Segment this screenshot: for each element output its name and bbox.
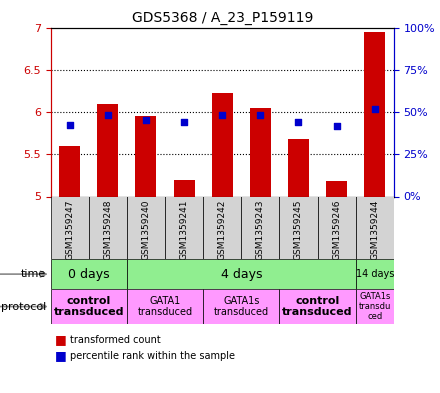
Bar — [97, 104, 118, 196]
Bar — [127, 196, 165, 259]
Bar — [51, 289, 127, 324]
Text: 14 days: 14 days — [356, 269, 394, 279]
Bar — [288, 139, 309, 196]
Text: control
transduced: control transduced — [54, 296, 124, 317]
Bar — [165, 196, 203, 259]
Bar — [203, 196, 241, 259]
Text: percentile rank within the sample: percentile rank within the sample — [70, 351, 235, 361]
Text: GSM1359240: GSM1359240 — [141, 200, 150, 260]
Text: GSM1359247: GSM1359247 — [65, 200, 74, 260]
Point — [143, 117, 150, 123]
Bar — [356, 196, 394, 259]
Text: protocol: protocol — [1, 301, 46, 312]
Bar — [364, 32, 385, 196]
Bar — [241, 196, 279, 259]
Point — [371, 107, 378, 113]
Text: GSM1359248: GSM1359248 — [103, 200, 112, 260]
Bar — [127, 259, 356, 289]
Bar — [51, 259, 127, 289]
Bar — [59, 146, 80, 196]
Text: GSM1359244: GSM1359244 — [370, 200, 379, 260]
Text: transformed count: transformed count — [70, 335, 161, 345]
Text: GSM1359243: GSM1359243 — [256, 200, 265, 260]
Text: 0 days: 0 days — [68, 268, 110, 281]
Title: GDS5368 / A_23_P159119: GDS5368 / A_23_P159119 — [132, 11, 313, 25]
Point — [104, 111, 111, 118]
Text: GATA1s
transduced: GATA1s transduced — [214, 296, 269, 317]
Text: ■: ■ — [55, 333, 67, 347]
Bar — [356, 289, 394, 324]
Text: GSM1359246: GSM1359246 — [332, 200, 341, 260]
Bar — [136, 116, 157, 196]
Bar — [326, 181, 347, 196]
Bar — [318, 196, 356, 259]
Point — [180, 119, 187, 125]
Bar — [203, 289, 279, 324]
Point — [219, 111, 226, 118]
Point — [333, 123, 340, 130]
Point — [295, 119, 302, 125]
Text: GATA1s
transdu
ced: GATA1s transdu ced — [359, 292, 391, 321]
Bar — [250, 108, 271, 196]
Text: 4 days: 4 days — [220, 268, 262, 281]
Bar — [89, 196, 127, 259]
Text: GATA1
transduced: GATA1 transduced — [137, 296, 193, 317]
Text: control
transduced: control transduced — [282, 296, 353, 317]
Text: time: time — [21, 269, 46, 279]
Text: GSM1359241: GSM1359241 — [180, 200, 189, 260]
Point — [66, 121, 73, 128]
Bar — [212, 94, 233, 196]
Bar — [279, 289, 356, 324]
Point — [257, 111, 264, 118]
Bar — [51, 196, 89, 259]
Bar — [356, 259, 394, 289]
Bar — [127, 289, 203, 324]
Text: GSM1359245: GSM1359245 — [294, 200, 303, 260]
Bar — [174, 180, 194, 196]
Text: ■: ■ — [55, 349, 67, 362]
Bar — [279, 196, 318, 259]
Text: GSM1359242: GSM1359242 — [218, 200, 227, 260]
